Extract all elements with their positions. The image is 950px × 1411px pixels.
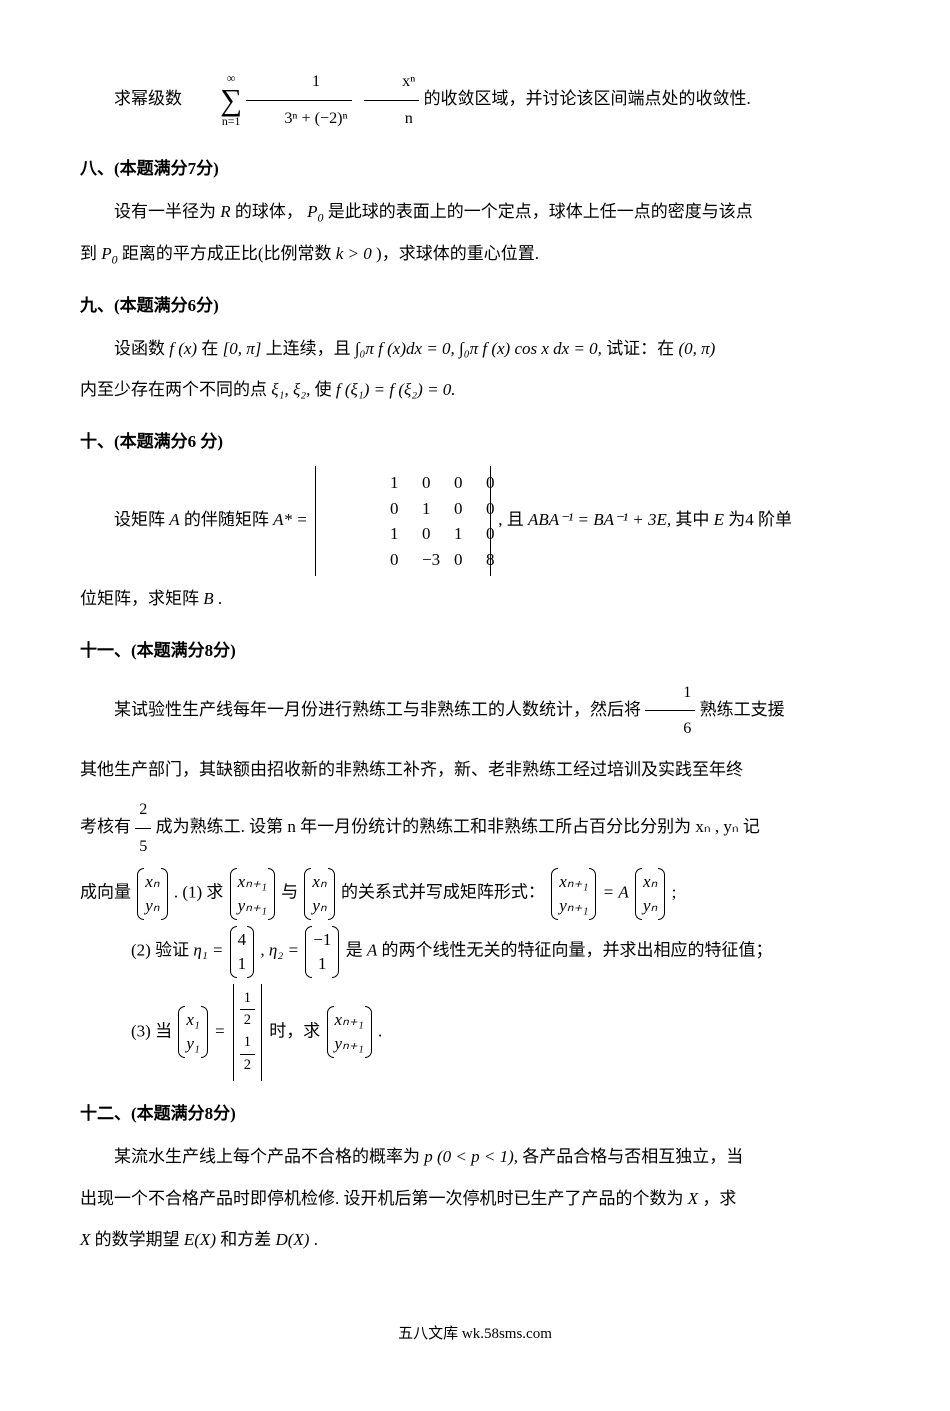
vec-xn1-yn1: xₙ₊₁ yₙ₊₁ — [230, 868, 275, 920]
p7-text1: 求幂级数 — [114, 89, 182, 108]
summation: ∞ ∑ n=1 — [186, 72, 242, 129]
footer-text: 五八文库 wk.58sms.com — [80, 1318, 870, 1351]
heading-10: 十、(本题满分6 分) — [80, 423, 870, 460]
vec-x1-y1: x₁ y₁ — [178, 1006, 207, 1058]
vec-xn-yn-3: xₙ yₙ — [635, 868, 665, 920]
vec-half-half: 1 2 1 2 — [233, 984, 262, 1081]
problem10-line1: 设矩阵 A 的伴随矩阵 A* = 1000 0100 1010 0−308 , … — [80, 466, 870, 576]
problem12-line2: 出现一个不合格产品时即停机检修. 设开机后第一次停机时已生产了产品的个数为 X … — [80, 1180, 870, 1217]
vec-eta1: 4 1 — [230, 926, 255, 978]
problem8-line1: 设有一半径为 R 的球体， P0 是此球的表面上的一个定点，球体上任一点的密度与… — [80, 193, 870, 231]
vec-xn1-yn1-rhs: xₙ₊₁ yₙ₊₁ — [551, 868, 596, 920]
problem8-line2: 到 P0 距离的平方成正比(比例常数 k > 0 )，求球体的重心位置. — [80, 235, 870, 273]
p7-text2: 的收敛区域，并讨论该区间端点处的收敛性. — [424, 89, 751, 108]
problem12-line3: X 的数学期望 E(X) 和方差 D(X) . — [80, 1221, 870, 1258]
problem11-line1: 某试验性生产线每年一月份进行熟练工与非熟练工的人数统计，然后将 1 6 熟练工支… — [80, 675, 870, 747]
problem9-line1: 设函数 f (x) 在 [0, π] 上连续，且 ∫₀π f (x)dx = 0… — [80, 330, 870, 367]
problem12-line1: 某流水生产线上每个产品不合格的概率为 p (0 < p < 1), 各产品合格与… — [80, 1138, 870, 1175]
vec-eta2: −1 1 — [305, 926, 339, 978]
problem11-line4: 成向量 xₙ yₙ . (1) 求 xₙ₊₁ yₙ₊₁ 与 xₙ yₙ 的关系式… — [80, 868, 870, 920]
heading-11: 十一、(本题满分8分) — [80, 632, 870, 669]
vec-xn1-yn1-final: xₙ₊₁ yₙ₊₁ — [327, 1006, 372, 1058]
vec-xn-yn: xₙ yₙ — [137, 868, 167, 920]
vec-xn-yn-2: xₙ yₙ — [304, 868, 334, 920]
heading-9: 九、(本题满分6分) — [80, 287, 870, 324]
problem9-line2: 内至少存在两个不同的点 ξ₁, ξ₂, 使 f (ξ₁) = f (ξ₂) = … — [80, 371, 870, 408]
problem11-part2: (2) 验证 η₁ = 4 1 , η₂ = −1 1 是 A 的两个线性无关的… — [131, 926, 870, 978]
problem11-line2: 其他生产部门，其缺额由招收新的非熟练工补齐，新、老非熟练工经过培训及实践至年终 — [80, 751, 870, 788]
problem7-line: 求幂级数 ∞ ∑ n=1 1 3ⁿ + (−2)ⁿ xⁿ n 的收敛区域，并讨论… — [80, 64, 870, 136]
frac-1-6: 1 6 — [645, 675, 695, 747]
heading-12: 十二、(本题满分8分) — [80, 1095, 870, 1132]
problem11-line3: 考核有 2 5 成为熟练工. 设第 n 年一月份统计的熟练工和非熟练工所占百分比… — [80, 792, 870, 864]
p7-frac1: 1 3ⁿ + (−2)ⁿ — [246, 64, 351, 136]
problem10-line2: 位矩阵，求矩阵 B . — [80, 580, 870, 617]
frac-2-5: 2 5 — [135, 792, 151, 864]
p7-frac2: xⁿ n — [364, 64, 419, 136]
matrix-A-star: 1000 0100 1010 0−308 — [315, 466, 491, 576]
problem11-part3: (3) 当 x₁ y₁ = 1 2 1 2 时，求 xₙ₊₁ yₙ₊₁ . — [131, 984, 870, 1081]
heading-8: 八、(本题满分7分) — [80, 150, 870, 187]
